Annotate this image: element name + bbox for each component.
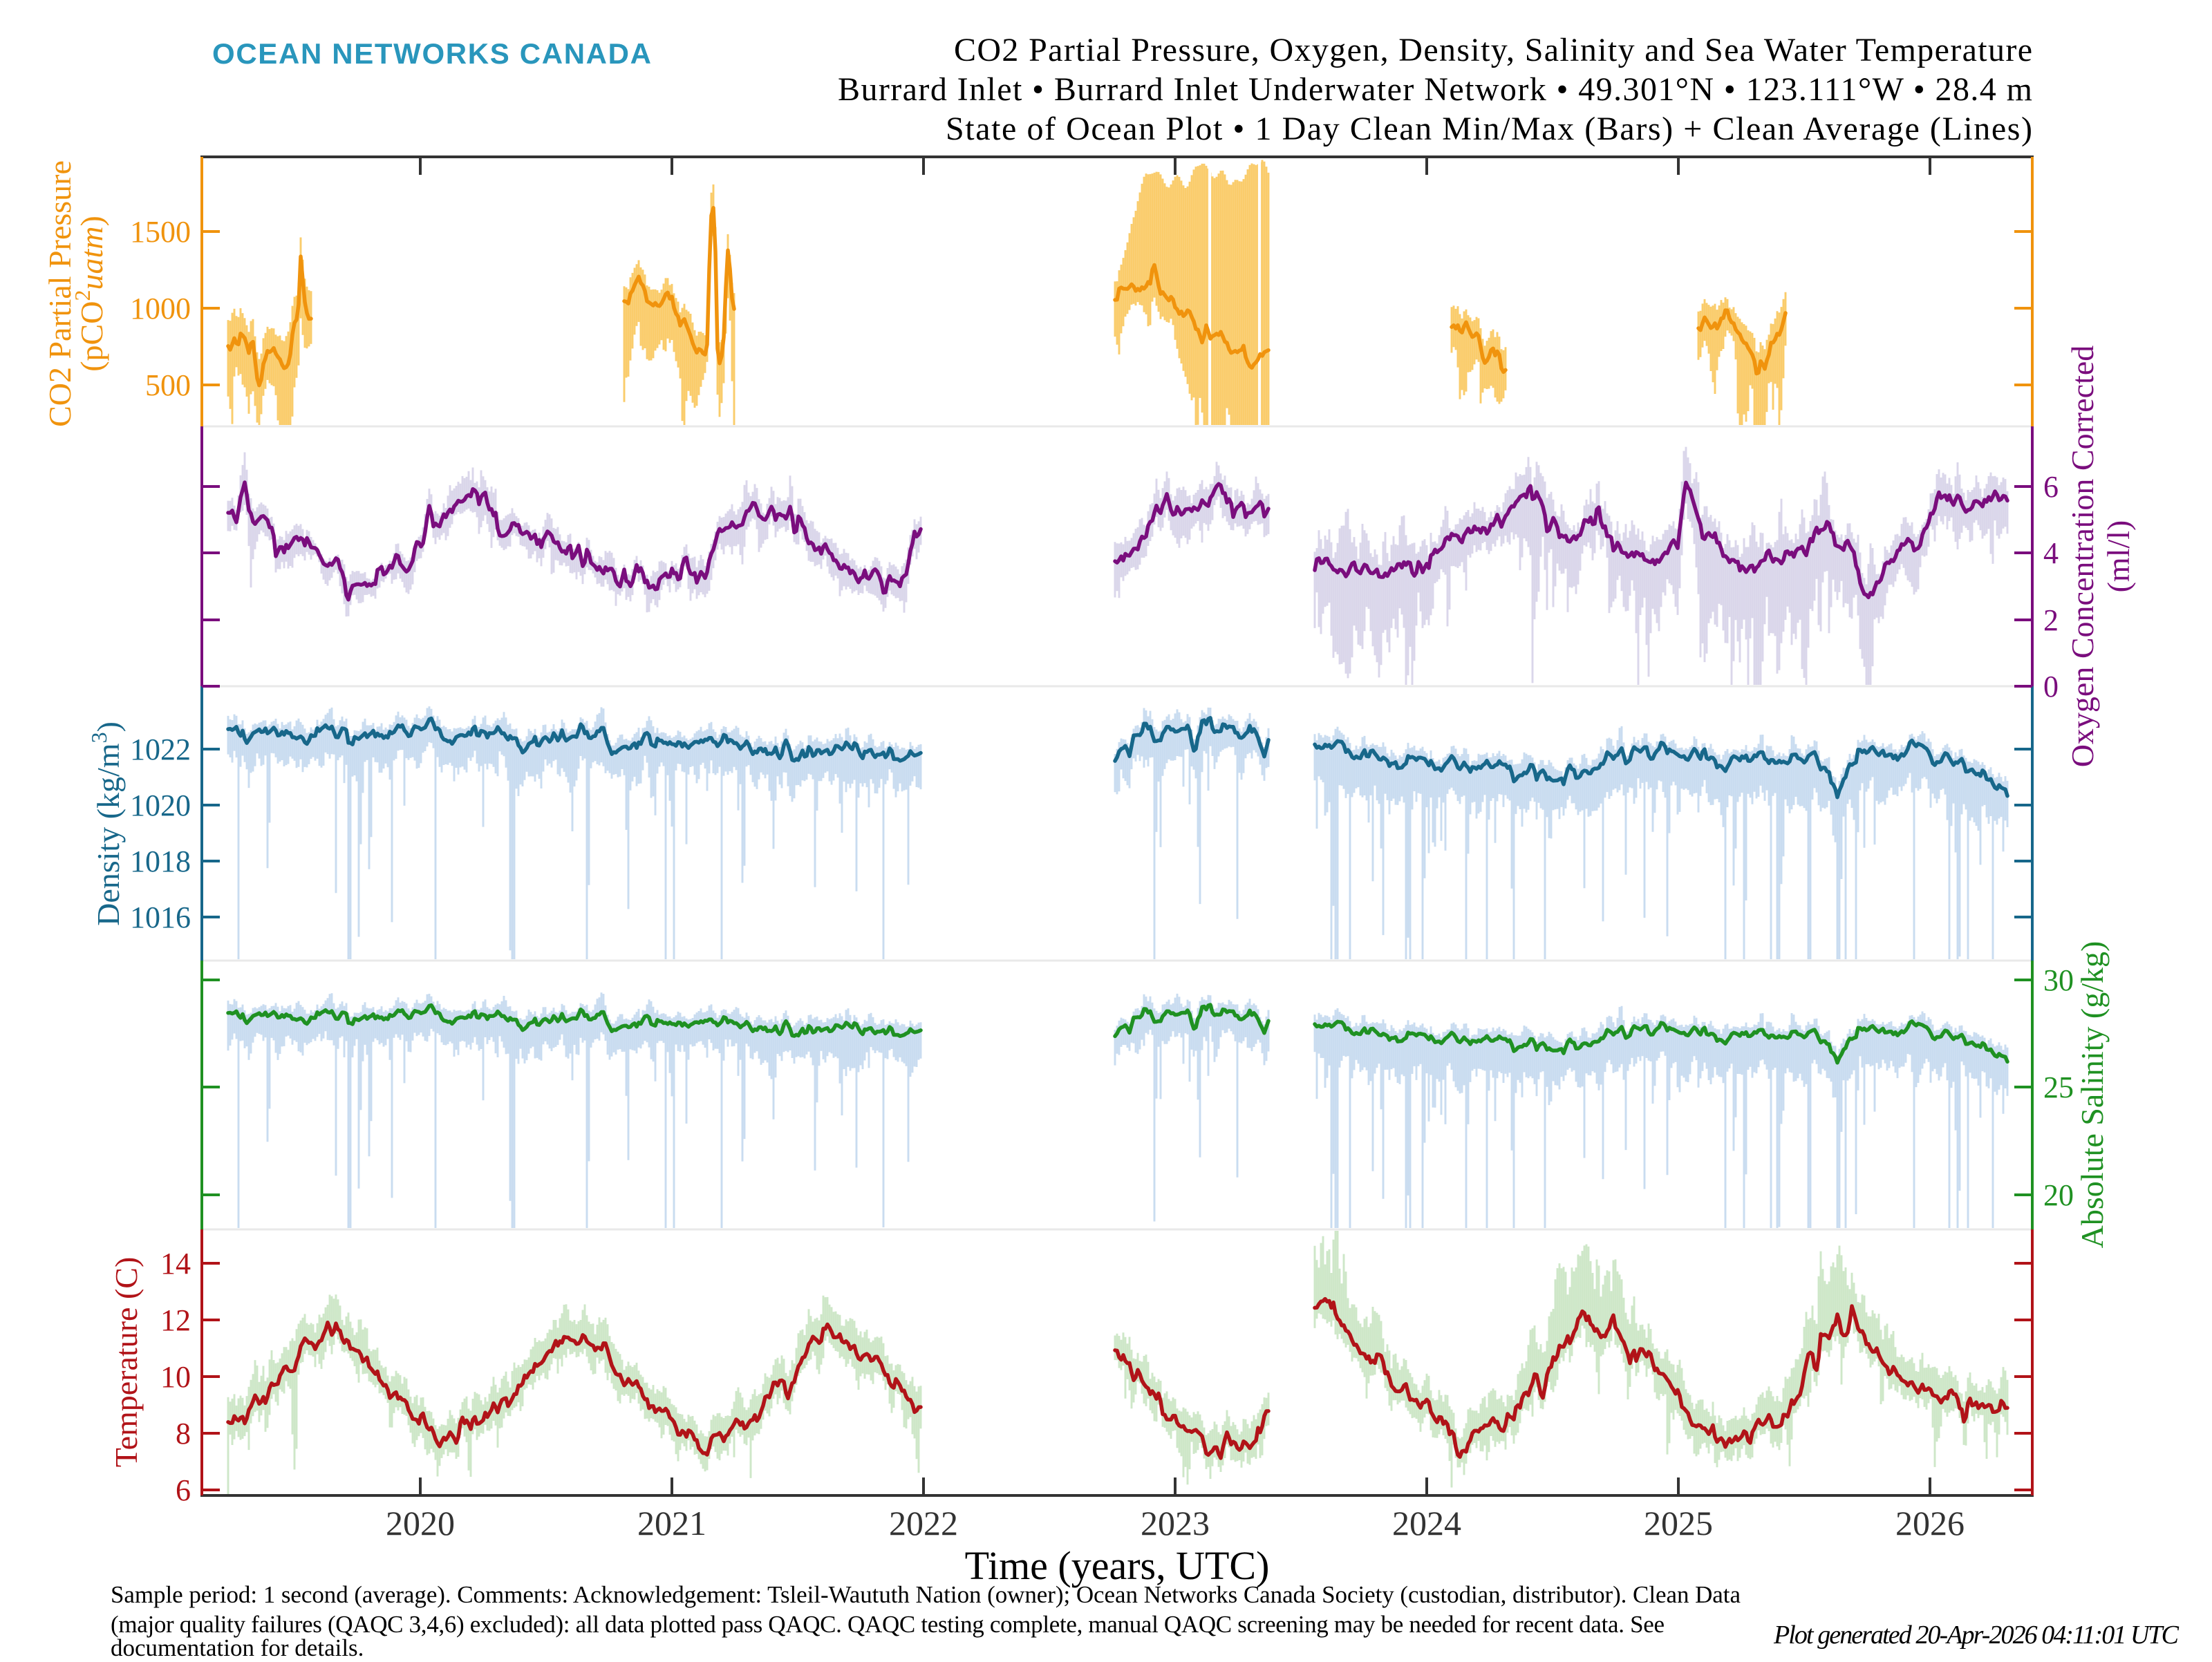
- svg-text:(pCO2uatm): (pCO2uatm): [70, 216, 109, 372]
- svg-text:CO2 Partial Pressure, Oxygen,: CO2 Partial Pressure, Oxygen, Density, S…: [954, 32, 2032, 68]
- svg-text:2026: 2026: [1895, 1504, 1965, 1542]
- svg-text:6: 6: [2043, 470, 2059, 504]
- svg-text:Plot generated 20-Apr-2026 04:: Plot generated 20-Apr-2026 04:11:01 UTC: [1773, 1621, 2180, 1650]
- svg-text:documentation for details.: documentation for details.: [111, 1634, 364, 1659]
- svg-text:12: 12: [160, 1303, 191, 1337]
- svg-text:20: 20: [2043, 1178, 2074, 1212]
- svg-text:Burrard Inlet • Burrard Inlet: Burrard Inlet • Burrard Inlet Underwater…: [838, 71, 2032, 108]
- svg-text:2020: 2020: [386, 1504, 455, 1542]
- svg-text:(major quality failures (QAQC: (major quality failures (QAQC 3,4,6) exc…: [111, 1611, 1665, 1638]
- svg-text:2022: 2022: [889, 1504, 958, 1542]
- svg-text:1500: 1500: [130, 215, 191, 249]
- svg-text:1016: 1016: [130, 900, 191, 934]
- svg-text:Time (years, UTC): Time (years, UTC): [965, 1543, 1270, 1588]
- svg-text:1022: 1022: [130, 733, 191, 766]
- svg-text:2023: 2023: [1141, 1504, 1210, 1542]
- svg-text:State of Ocean Plot • 1 Day Cl: State of Ocean Plot • 1 Day Clean Min/Ma…: [946, 111, 2032, 147]
- svg-text:OCEAN NETWORKS CANADA: OCEAN NETWORKS CANADA: [212, 37, 653, 70]
- svg-text:500: 500: [145, 368, 191, 402]
- svg-text:25: 25: [2043, 1070, 2074, 1104]
- svg-text:CO2 Partial Pressure: CO2 Partial Pressure: [42, 160, 77, 427]
- svg-text:2021: 2021: [637, 1504, 706, 1542]
- svg-text:4: 4: [2043, 536, 2059, 570]
- svg-text:Absolute Salinity (g/kg): Absolute Salinity (g/kg): [2074, 941, 2110, 1249]
- svg-text:6: 6: [176, 1473, 191, 1507]
- svg-text:Temperature (C): Temperature (C): [109, 1257, 144, 1468]
- svg-text:8: 8: [176, 1417, 191, 1451]
- svg-text:0: 0: [2043, 670, 2059, 703]
- svg-text:2024: 2024: [1392, 1504, 1461, 1542]
- svg-text:30: 30: [2043, 963, 2074, 997]
- svg-text:(ml/l): (ml/l): [2101, 520, 2136, 593]
- svg-text:1018: 1018: [130, 844, 191, 878]
- svg-text:14: 14: [160, 1247, 191, 1281]
- svg-text:Density (kg/m3): Density (kg/m3): [86, 721, 126, 926]
- svg-text:Sample period: 1 second (avera: Sample period: 1 second (average). Comme…: [111, 1581, 1741, 1608]
- svg-text:1020: 1020: [130, 788, 191, 822]
- svg-text:Oxygen Concentration Corrected: Oxygen Concentration Corrected: [2065, 346, 2100, 768]
- svg-text:10: 10: [160, 1360, 191, 1394]
- svg-text:2025: 2025: [1644, 1504, 1713, 1542]
- svg-text:1000: 1000: [130, 292, 191, 325]
- svg-text:2: 2: [2043, 603, 2059, 637]
